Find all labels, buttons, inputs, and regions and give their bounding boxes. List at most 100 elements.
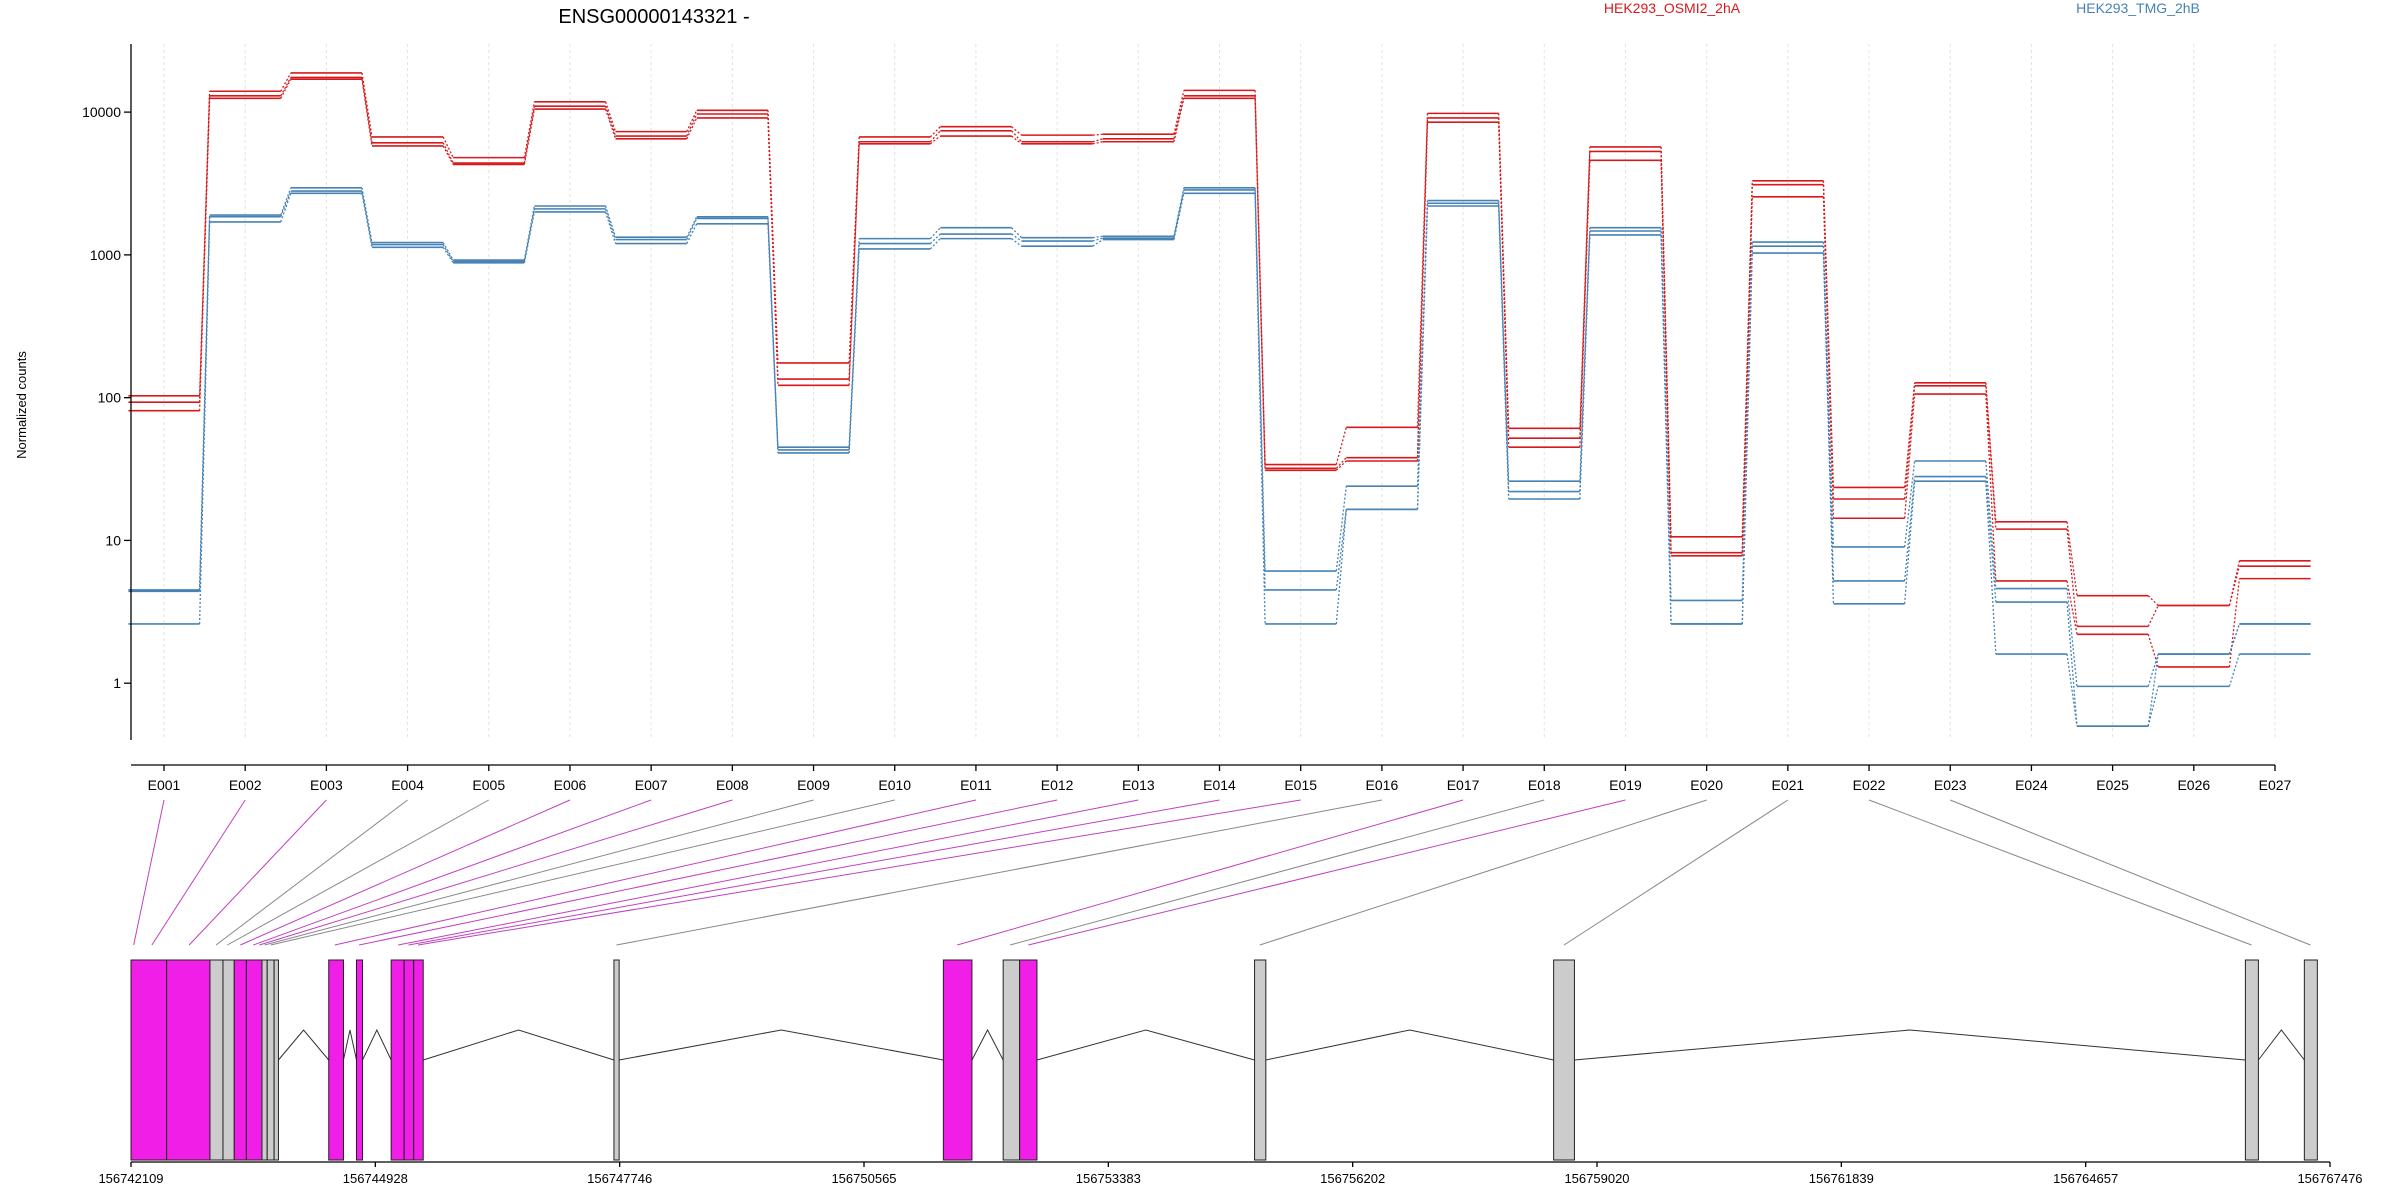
exon-link-E018 <box>1009 799 1545 946</box>
x-axis: E001 E002 E003 E004 E005 E006 E007 E008 E009 E010… <box>131 764 2292 793</box>
x-tick-label-E002: E002 <box>229 777 262 793</box>
x-tick-label-E027: E027 <box>2259 777 2292 793</box>
series-1-connector <box>2066 521 2078 596</box>
coordinate-label: 156767476 <box>2297 1171 2362 1186</box>
y-tick-label: 10 <box>105 532 121 548</box>
series-3-connector <box>2066 580 2078 635</box>
series-3-connector <box>280 78 292 99</box>
series-1-connector <box>2228 560 2241 606</box>
series-2-connector <box>1092 138 1103 143</box>
series-5-connector <box>361 190 373 245</box>
x-tick-label-E001: E001 <box>148 777 181 793</box>
series-3-connector <box>1173 98 1185 142</box>
intron <box>423 1029 615 1061</box>
series-4-connector <box>1985 460 1997 589</box>
series-3-connector <box>1985 394 1997 581</box>
intron <box>619 1029 944 1061</box>
y-tick-label: 10000 <box>82 104 121 120</box>
x-tick-label-E003: E003 <box>310 777 343 793</box>
series-6-connector <box>686 223 698 244</box>
series-5-connector <box>1092 237 1103 242</box>
series-6-connector <box>1660 234 1672 624</box>
series-6-connector <box>604 211 617 244</box>
exon-link-E011 <box>334 799 977 946</box>
exon-link-E015 <box>417 799 1301 946</box>
x-tick-label-E022: E022 <box>1853 777 1886 793</box>
grid <box>163 44 2276 740</box>
exon-link-E006 <box>240 799 571 946</box>
x-tick-label-E017: E017 <box>1447 777 1480 793</box>
x-tick-label-E011: E011 <box>960 777 992 793</box>
coordinate-label: 156759020 <box>1564 1171 1629 1186</box>
series-2-connector <box>442 142 454 164</box>
exon-block <box>942 959 973 1161</box>
series-1-connector <box>523 101 536 158</box>
series-3-connector <box>1335 460 1347 471</box>
gene-model <box>130 959 2318 1161</box>
series-3-connector <box>1579 160 1591 448</box>
legend-entry-osmi2: HEK293_OSMI2_2hA <box>1604 0 1741 16</box>
exon-block <box>2244 959 2259 1161</box>
exon-link-E012 <box>358 799 1058 946</box>
series-3-connector <box>1822 196 1835 519</box>
series-3-connector <box>523 108 536 165</box>
series-3-connector <box>1416 122 1429 462</box>
series-2-connector <box>1335 457 1347 469</box>
series-6-connector <box>1335 509 1347 624</box>
exon-link-E013 <box>397 799 1139 946</box>
series-5-connector <box>2147 653 2159 727</box>
series-4-connector <box>1092 235 1103 239</box>
exon-block <box>413 959 424 1161</box>
series-4-connector <box>1011 227 1022 239</box>
x-tick-label-E004: E004 <box>391 777 424 793</box>
x-tick-label-E020: E020 <box>1690 777 1723 793</box>
series-3-connector <box>686 117 698 140</box>
series-3-connector <box>1092 141 1103 145</box>
exon-block <box>1553 959 1575 1161</box>
x-tick-label-E008: E008 <box>716 777 749 793</box>
series-6-connector <box>1741 253 1753 624</box>
coordinate-label: 156750565 <box>831 1171 896 1186</box>
exon-block <box>222 959 235 1161</box>
exon-block <box>390 959 405 1161</box>
x-tick-label-E012: E012 <box>1041 777 1074 793</box>
exon-link-E008 <box>259 799 733 946</box>
series-6-connector <box>1903 481 1916 604</box>
series-3-connector <box>361 79 373 146</box>
exon-block <box>403 959 415 1161</box>
series-2-connector <box>604 106 617 137</box>
series-1-connector <box>1092 133 1103 136</box>
series-3-connector <box>1903 393 1916 519</box>
series-1-connector <box>1335 427 1347 465</box>
exon-block <box>2303 959 2318 1161</box>
exon-link-E019 <box>1028 799 1626 946</box>
series-5-connector <box>442 244 454 262</box>
series-2-connector <box>686 113 698 137</box>
series-5-connector <box>280 190 292 217</box>
series-6-connector <box>1985 481 1997 655</box>
exon-link-E005 <box>227 799 490 946</box>
x-tick-label-E026: E026 <box>2177 777 2210 793</box>
exon-block <box>209 959 224 1161</box>
series-2-connector <box>2147 605 2159 627</box>
exon-block <box>1002 959 1021 1161</box>
series-2-connector <box>2228 566 2241 606</box>
series-3-connector <box>848 143 860 386</box>
chart-title: ENSG00000143321 - <box>558 6 749 28</box>
series-6-connector <box>442 246 454 264</box>
exon-link-E010 <box>270 799 895 946</box>
series-1-connector <box>1579 146 1591 429</box>
y-axis-label: Normalized counts <box>14 351 29 459</box>
x-tick-label-E005: E005 <box>472 777 505 793</box>
series-5-connector <box>2228 623 2241 655</box>
series-4-connector <box>361 187 373 243</box>
series-4-connector <box>2066 588 2078 687</box>
series-1-connector <box>604 101 617 132</box>
series-6-connector <box>361 193 373 248</box>
y-tick-label: 1 <box>113 675 121 691</box>
intron <box>1574 1029 2246 1061</box>
exon-block <box>245 959 263 1161</box>
exon-link-E022 <box>1868 799 2252 946</box>
series-6-connector <box>2228 653 2241 687</box>
